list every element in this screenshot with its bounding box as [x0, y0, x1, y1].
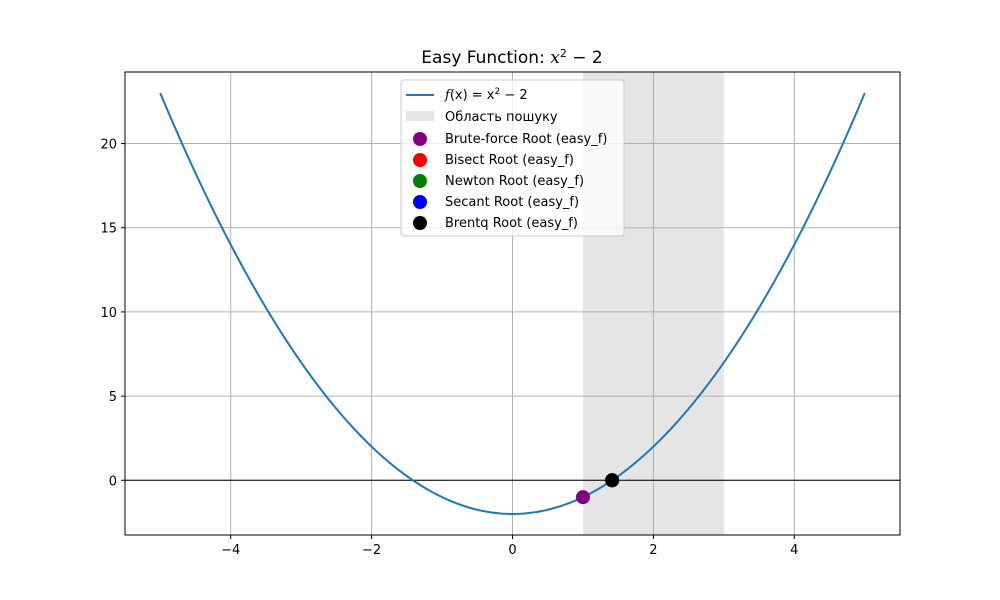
root-points-layer [575, 473, 620, 505]
legend-function-name: f [444, 88, 452, 103]
chart-title-suffix: − 2 [567, 48, 603, 68]
chart-title-variable: x [550, 48, 560, 68]
legend-root-marker-1 [413, 153, 427, 167]
legend-root-label-1: Bisect Root (easy_f) [445, 153, 574, 168]
y-tick-label: 20 [100, 138, 117, 153]
y-ticks: 0 5 10 15 20 [100, 138, 125, 489]
y-tick-label: 10 [100, 306, 117, 321]
function-curve [159, 92, 866, 515]
y-tick-label: 5 [109, 390, 117, 405]
legend-root-marker-0 [413, 132, 427, 146]
x-tick-label: 4 [790, 543, 798, 558]
legend-roots: Brute-force Root (easy_f) Bisect Root (ea… [413, 132, 607, 231]
legend-root-label-2: Newton Root (easy_f) [445, 174, 584, 189]
chart-title-exponent: 2 [560, 47, 567, 60]
chart-title-prefix: Easy Function: [421, 48, 550, 68]
root-point-0 [575, 490, 590, 505]
legend-root-label-4: Brentq Root (easy_f) [445, 216, 578, 231]
y-tick-label: 0 [109, 474, 117, 489]
legend-function-exponent: 2 [495, 87, 501, 97]
chart-title: Easy Function: x2 − 2 [421, 47, 602, 69]
legend-root-marker-2 [413, 174, 427, 188]
y-tick-label: 15 [100, 222, 117, 237]
curve-layer [159, 92, 866, 515]
legend-region-label: Область пошуку [445, 110, 558, 125]
root-point-4 [605, 473, 620, 488]
legend-root-label-0: Brute-force Root (easy_f) [445, 132, 607, 147]
legend-region-swatch [406, 111, 434, 121]
x-ticks: −4 −2 0 2 4 [221, 535, 798, 558]
x-tick-label: −4 [221, 543, 240, 558]
x-tick-label: 0 [508, 543, 516, 558]
legend-root-label-3: Secant Root (easy_f) [445, 195, 579, 210]
legend-root-marker-3 [413, 195, 427, 209]
legend-root-marker-4 [413, 216, 427, 230]
legend-box [400, 79, 625, 237]
legend-function-label: f(x) = x2 − 2 [444, 87, 528, 103]
legend-function-argument: (x) = x [450, 88, 495, 103]
legend: f(x) = x2 − 2 Область пошуку Brute-force… [400, 79, 625, 237]
x-tick-label: −2 [362, 543, 381, 558]
x-tick-label: 2 [649, 543, 657, 558]
legend-function-suffix: − 2 [500, 88, 527, 103]
